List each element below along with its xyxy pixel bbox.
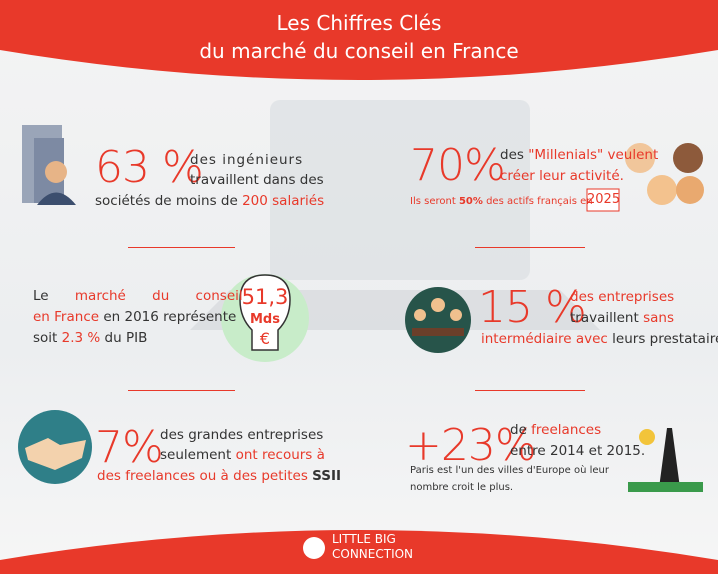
title-line: du marché du conseil en France: [199, 39, 519, 63]
title: Les Chiffres Clés du marché du conseil e…: [0, 9, 718, 65]
kids-icon: [625, 143, 704, 205]
stat-text: sociétés de moins de 200 salariés: [95, 193, 324, 209]
eiffel-icon: [628, 428, 703, 492]
stat-text: créer leur activité.: [500, 168, 624, 184]
separator: [128, 247, 235, 248]
stat-text: entre 2014 et 2015.: [510, 443, 646, 459]
highlight: marché du conseil: [74, 288, 243, 304]
stat-figure: +23%: [405, 420, 537, 471]
building-icon: [22, 125, 76, 205]
brand-line: LITTLE BIG: [332, 532, 396, 546]
text: du PIB: [104, 330, 148, 346]
stat-text: des grandes entreprises: [160, 427, 324, 443]
meeting-icon: [405, 287, 471, 353]
stat-figure: 7%: [95, 422, 164, 473]
text: des: [500, 147, 524, 163]
bulb-currency: €: [259, 329, 271, 348]
bulb-unit: Mds: [250, 312, 280, 327]
text: en 2016 représente: [103, 309, 237, 325]
stat-note: Paris est l'un des villes d'Europe où le…: [410, 465, 609, 493]
text: des actifs français en: [486, 196, 593, 207]
highlight: freelances: [531, 422, 602, 438]
text: Ils seront: [410, 196, 456, 207]
text: sociétés de moins de: [95, 193, 238, 209]
text: de: [510, 422, 527, 438]
separator: [475, 390, 585, 391]
separator: [475, 247, 585, 248]
highlight: "Millenials": [528, 147, 604, 163]
stat-text: des ingénieurs: [190, 152, 304, 168]
highlight: 2.3 %: [61, 330, 101, 346]
stat-text: des entreprises: [570, 289, 675, 305]
stat-figure: 63 %: [95, 142, 204, 193]
separator: [128, 390, 235, 391]
stat-text: travaillent dans des: [190, 172, 324, 188]
title-line: Les Chiffres Clés: [276, 11, 442, 35]
logo-icon: [303, 537, 325, 559]
highlight: SSII: [312, 468, 342, 484]
highlight: en France: [33, 309, 100, 325]
text: travaillent: [570, 310, 639, 326]
badge: 2025: [587, 192, 621, 207]
bulb-value: 51,3: [241, 285, 289, 309]
highlight: 200 salariés: [242, 193, 325, 209]
stat-figure: 70%: [410, 140, 506, 191]
highlight: sans: [643, 310, 674, 326]
highlight: ont recours à: [235, 447, 325, 463]
footer-brand: LITTLE BIG CONNECTION: [332, 532, 413, 562]
text: seulement: [160, 447, 232, 463]
stat-figure: 15 %: [478, 282, 587, 333]
highlight: 50%: [458, 196, 483, 207]
stat-note: Ils seront 50% des actifs français en: [410, 196, 593, 207]
text: soit: [33, 330, 58, 346]
calendar-icon: [586, 188, 620, 212]
brand-line: CONNECTION: [332, 547, 414, 561]
highlight: des freelances ou à des petites: [97, 468, 308, 484]
highlight: intermédiaire avec: [481, 331, 608, 347]
highlight: veulent: [607, 147, 659, 163]
text: Le: [33, 288, 49, 304]
text: leurs prestataires: [612, 331, 718, 347]
